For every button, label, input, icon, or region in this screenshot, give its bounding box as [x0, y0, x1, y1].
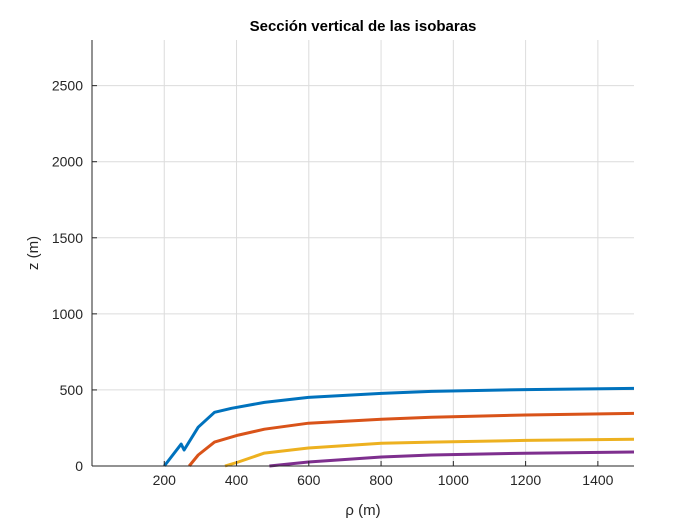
series-line-isobara-1	[163, 386, 635, 467]
axes: 200 400 600 800 1000 1200 1400 0 500 1000 1500 2000…	[52, 40, 634, 488]
x-tick-label: 1400	[582, 472, 613, 488]
x-tick-label: 600	[297, 472, 321, 488]
grid	[92, 40, 634, 467]
x-axis-label: ρ (m)	[345, 502, 380, 519]
y-axis-label: z (m)	[25, 236, 42, 270]
x-tick-label: 200	[153, 472, 177, 488]
x-tick-label: 400	[225, 472, 249, 488]
series-line-isobara-3	[224, 437, 635, 468]
series-line-isobara-2	[188, 411, 635, 467]
x-tick-label: 1000	[438, 472, 469, 488]
chart-title: Sección vertical de las isobaras	[250, 18, 477, 35]
y-tick-label: 2000	[52, 154, 83, 170]
y-tick-label: 1500	[52, 230, 83, 246]
y-tick-label: 500	[60, 382, 84, 398]
x-tick-label: 800	[369, 472, 393, 488]
y-tick-label: 2500	[52, 78, 83, 94]
y-tick-label: 0	[75, 458, 83, 474]
x-tick-label: 1200	[510, 472, 541, 488]
series-lines	[163, 386, 635, 468]
series-line-isobara-4	[269, 450, 635, 468]
y-tick-label: 1000	[52, 306, 83, 322]
